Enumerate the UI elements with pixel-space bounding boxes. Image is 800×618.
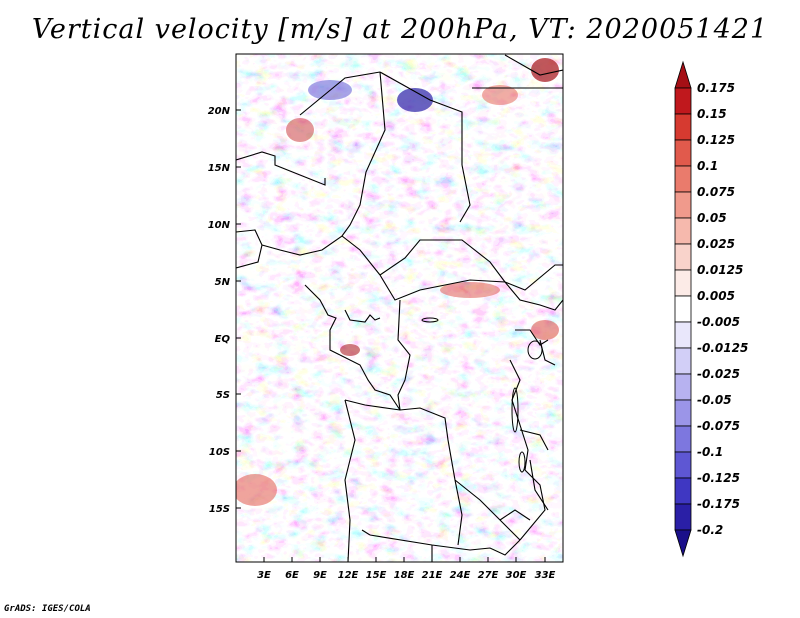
map-frame [235,53,564,563]
velocity-field [236,54,563,562]
lon-label: 30E [506,570,527,581]
colorbar-swatch [674,477,692,505]
colorbar-swatch [674,347,692,375]
lat-label: 10N [208,220,231,231]
colorbar-label: -0.175 [697,497,740,511]
lat-label: 15N [208,163,231,174]
lat-label: 15S [209,504,230,515]
colorbar-swatch [674,373,692,401]
lakes [421,317,543,473]
lat-label: EQ [215,334,231,345]
lon-label: 9E [313,570,327,581]
colorbar-label: -0.1 [697,445,723,459]
colorbar-swatch [674,139,692,167]
colorbar-swatch [674,451,692,479]
lon-axis: 3E 6E 9E 12E 15E 18E 21E 24E 27E 30E 33E [257,557,556,581]
colorbar-label: 0.175 [697,81,735,95]
colorbar-label: 0.15 [697,107,727,121]
colorbar-label: -0.05 [697,393,732,407]
colorbar-label: 0.125 [697,133,735,147]
colorbar-swatch [674,399,692,427]
lat-label: 10S [209,447,230,458]
colorbar-swatch [674,503,692,531]
colorbar-swatch [674,113,692,141]
lon-label: 15E [366,570,387,581]
colorbar: 0.175 0.15 0.125 0.1 0.075 0.05 0.025 0.… [674,60,748,558]
colorbar-label: -0.025 [697,367,740,381]
lat-label: 20N [208,106,231,117]
colorbar-swatch [674,165,692,193]
colorbar-swatch [674,269,692,297]
colorbar-label: 0.1 [697,159,718,173]
lon-label: 6E [285,570,299,581]
colorbar-swatch [674,295,692,323]
colorbar-swatch [674,529,692,558]
colorbar-label: -0.125 [697,471,740,485]
colorbar-label: -0.0125 [697,341,748,355]
colorbar-swatch [674,425,692,453]
colorbar-swatch [674,191,692,219]
lon-label: 18E [394,570,415,581]
colorbar-swatch [674,60,692,89]
grads-credit: GrADS: IGES/COLA [4,604,91,614]
colorbar-swatch [674,243,692,271]
lon-label: 3E [257,570,271,581]
lon-label: 21E [422,570,443,581]
colorbar-swatch [674,217,692,245]
colorbar-label: 0.075 [697,185,735,199]
lon-label: 27E [478,570,499,581]
colorbar-label: -0.005 [697,315,740,329]
chart-title: Vertical velocity [m/s] at 200hPa, VT: 2… [31,14,769,45]
colorbar-label: 0.005 [697,289,735,303]
lon-label: 24E [450,570,471,581]
lat-label: 5S [216,390,230,401]
colorbar-label: -0.2 [697,523,723,537]
lat-axis: 20N 15N 10N 5N EQ 5S 10S 15S [208,106,241,515]
colorbar-swatch [674,87,692,115]
country-boundaries [236,54,563,562]
colorbar-label: 0.025 [697,237,735,251]
lat-label: 5N [215,277,231,288]
colorbar-label: 0.0125 [697,263,743,277]
lon-label: 33E [535,570,556,581]
colorbar-swatch [674,321,692,349]
colorbar-label: -0.075 [697,419,740,433]
lon-label: 12E [338,570,359,581]
colorbar-label: 0.05 [697,211,727,225]
